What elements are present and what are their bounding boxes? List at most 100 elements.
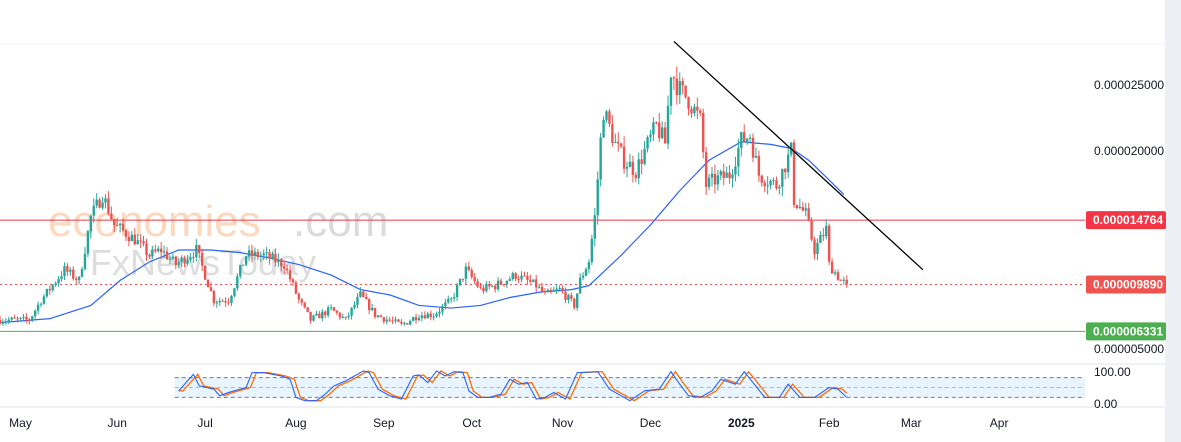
candle xyxy=(640,149,643,175)
candle xyxy=(611,115,614,147)
candle xyxy=(599,133,602,187)
candle-body xyxy=(80,269,84,277)
candle-body xyxy=(288,270,292,280)
candle xyxy=(693,103,696,117)
candle-body xyxy=(98,199,101,208)
candle xyxy=(403,321,406,326)
candle-body xyxy=(165,251,169,260)
candle-body xyxy=(529,279,532,282)
candle xyxy=(332,306,336,311)
candle xyxy=(411,316,415,322)
candle-body xyxy=(142,241,145,244)
candle-body xyxy=(159,248,163,253)
candle xyxy=(807,203,810,222)
candle-body xyxy=(710,173,714,178)
candle xyxy=(69,267,72,276)
candle-body xyxy=(394,319,397,321)
candle-body xyxy=(312,315,315,321)
candle xyxy=(488,281,491,290)
candle xyxy=(376,314,380,319)
candle-body xyxy=(523,275,526,277)
candle xyxy=(118,222,122,233)
candle-body xyxy=(599,137,602,180)
candle-body xyxy=(259,255,262,258)
candle-body xyxy=(763,182,766,187)
candle-body xyxy=(359,291,362,297)
candle-body xyxy=(839,279,843,281)
candle-body xyxy=(265,252,268,254)
x-tick-label: Apr xyxy=(990,416,1009,430)
candle-body xyxy=(455,285,459,298)
candle-body xyxy=(247,250,251,257)
candle xyxy=(239,264,242,279)
candle-body xyxy=(139,240,142,242)
candle-body xyxy=(608,111,611,124)
candle-body xyxy=(400,321,403,324)
price-axis[interactable]: 0.000025000 0.000020000 0.000005000 0.00001… xyxy=(1086,78,1166,356)
candle xyxy=(241,264,245,266)
candle-body xyxy=(104,198,107,203)
candle-body xyxy=(778,186,781,189)
candle xyxy=(540,282,544,293)
candle-body xyxy=(69,269,72,272)
candle-body xyxy=(192,257,195,259)
candle-body xyxy=(54,283,57,285)
candle xyxy=(455,282,459,302)
candle-body xyxy=(283,266,286,269)
time-axis[interactable]: May Jun Jul Aug Sep Oct Nov Dec 2025 Feb Mar Apr xyxy=(9,416,1008,430)
x-tick-label: Dec xyxy=(640,416,661,430)
x-tick-label: Mar xyxy=(901,416,922,430)
candle-body xyxy=(36,304,40,311)
y-tick-label: 0.000025000 xyxy=(1094,78,1164,92)
candle xyxy=(842,276,846,285)
candle-body xyxy=(540,286,544,292)
candle xyxy=(602,116,605,138)
candle xyxy=(740,131,743,157)
candle-body xyxy=(51,284,54,291)
candle xyxy=(801,201,805,212)
candle-body xyxy=(792,142,796,206)
candle-body xyxy=(212,290,216,304)
candle xyxy=(822,227,825,242)
candle-body xyxy=(596,179,599,216)
candle-body xyxy=(262,253,265,256)
candle-body xyxy=(625,166,629,169)
candle-body xyxy=(297,293,301,300)
candle xyxy=(786,147,790,179)
candle-body xyxy=(751,137,755,158)
candle xyxy=(329,304,333,311)
candle xyxy=(675,66,679,105)
candle-body xyxy=(356,296,359,305)
candle xyxy=(101,196,104,210)
candle-body xyxy=(177,262,180,266)
candle-body xyxy=(256,251,260,258)
candle xyxy=(13,314,16,319)
candle-body xyxy=(285,268,289,271)
candle xyxy=(180,255,183,267)
candle-body xyxy=(33,310,37,317)
candle xyxy=(725,166,728,178)
scrollbar[interactable] xyxy=(1165,0,1181,442)
candle xyxy=(681,77,684,95)
candle-body xyxy=(291,279,295,283)
candle-body xyxy=(617,141,620,144)
candle xyxy=(98,197,101,209)
candle xyxy=(745,137,749,145)
candle xyxy=(461,278,465,283)
candle-body xyxy=(444,302,447,307)
candle-body xyxy=(587,262,591,270)
candle xyxy=(438,307,441,318)
candle-body xyxy=(461,278,465,280)
candle xyxy=(253,247,257,260)
candle-body xyxy=(227,302,230,304)
candle xyxy=(781,168,784,197)
candle xyxy=(649,129,652,143)
candle-body xyxy=(619,143,623,147)
x-tick-label: Aug xyxy=(285,416,306,430)
candle-body xyxy=(734,166,737,175)
candle xyxy=(89,214,93,239)
candle-body xyxy=(666,105,670,144)
candle xyxy=(200,248,204,272)
candle-body xyxy=(511,273,514,280)
